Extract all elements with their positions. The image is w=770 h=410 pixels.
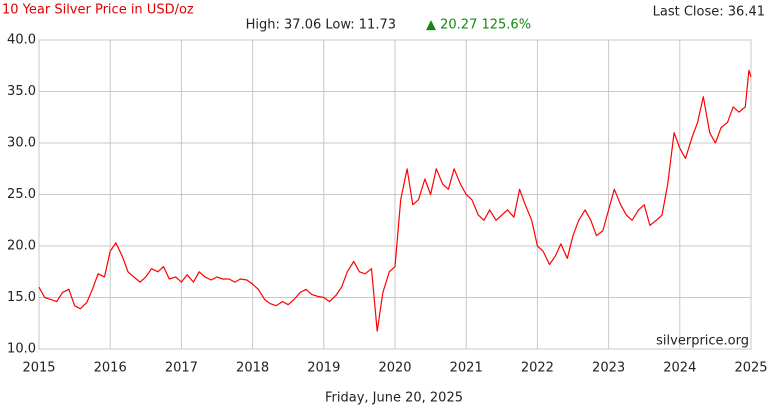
- x-tick-label: 2019: [307, 361, 340, 376]
- y-tick-label: 40.0: [7, 33, 36, 48]
- x-tick-label: 2018: [236, 361, 269, 376]
- y-tick-label: 30.0: [7, 136, 36, 151]
- watermark: silverprice.org: [656, 334, 749, 349]
- y-tick-label: 20.0: [7, 239, 36, 254]
- change: ▲ 20.27 125.6%: [426, 18, 531, 33]
- x-tick-label: 2015: [22, 361, 55, 376]
- y-tick-label: 25.0: [7, 187, 36, 202]
- x-tick-label: 2021: [450, 361, 483, 376]
- x-tick-label: 2025: [734, 361, 767, 376]
- stats: High: 37.06 Low: 11.73: [246, 18, 396, 33]
- x-tick-label: 2017: [165, 361, 198, 376]
- x-tick-label: 2020: [378, 361, 411, 376]
- price-line: [38, 69, 752, 332]
- x-tick-label: 2023: [592, 361, 625, 376]
- y-tick-label: 10.0: [7, 342, 36, 357]
- x-tick-label: 2022: [521, 361, 554, 376]
- date: Friday, June 20, 2025: [325, 391, 463, 406]
- y-tick-label: 35.0: [7, 84, 36, 99]
- chart-title: 10 Year Silver Price in USD/oz: [2, 3, 194, 18]
- last-close: Last Close: 36.41: [653, 5, 765, 20]
- x-tick-label: 2024: [663, 361, 696, 376]
- x-tick-label: 2016: [94, 361, 127, 376]
- y-tick-label: 15.0: [7, 290, 36, 305]
